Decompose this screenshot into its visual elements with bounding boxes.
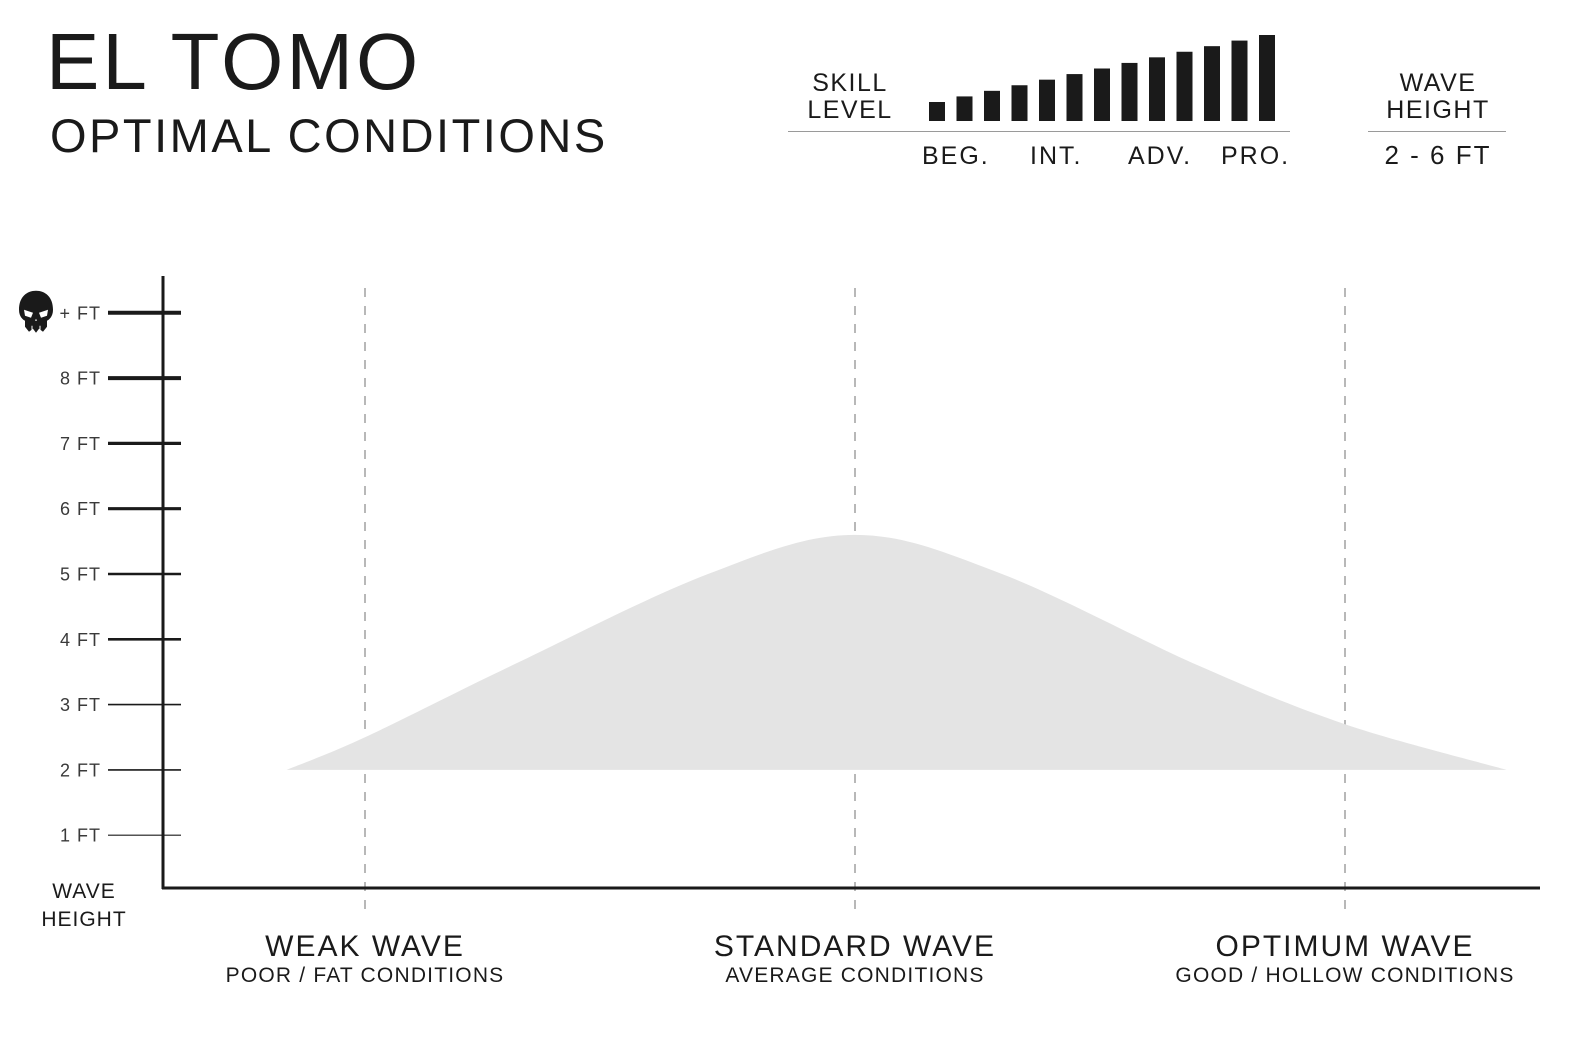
y-tick-label-3: 3 FT: [60, 695, 101, 715]
chart-subtitle: OPTIMAL CONDITIONS: [50, 109, 608, 162]
skill-bar-12: [1231, 40, 1248, 122]
skill-bar-5: [1039, 79, 1055, 121]
skill-bar-2: [956, 96, 973, 121]
y-tick-label-5: 5 FT: [60, 565, 101, 585]
skill-divider: [788, 131, 1290, 132]
skill-bar-4: [1011, 85, 1028, 121]
y-tick-label-8: 8 FT: [60, 369, 101, 389]
skill-tick-pro: PRO.: [1221, 142, 1291, 170]
y-tick-label-9: + FT: [59, 303, 101, 323]
y-tick-label-7: 7 FT: [60, 434, 101, 454]
skill-bar-1: [929, 102, 945, 121]
category-label-2: STANDARD WAVE AVERAGE CONDITIONS: [645, 930, 1065, 988]
skill-bar-3: [984, 90, 1000, 121]
skill-bar-9: [1149, 57, 1165, 121]
y-tick-label-1: 1 FT: [60, 826, 101, 846]
skill-bar-8: [1121, 62, 1138, 121]
category-label-1: WEAK WAVE POOR / FAT CONDITIONS: [155, 930, 575, 988]
y-tick-label-2: 2 FT: [60, 760, 101, 780]
y-tick-label-4: 4 FT: [60, 630, 101, 650]
skill-label-line2: LEVEL: [807, 96, 893, 124]
skill-bar-7: [1094, 68, 1110, 121]
skill-bar-13: [1259, 35, 1275, 121]
skill-bar-11: [1204, 46, 1220, 121]
wave-area: [286, 534, 1507, 770]
category-subtitle: GOOD / HOLLOW CONDITIONS: [1175, 964, 1515, 987]
skill-bar-10: [1176, 51, 1193, 121]
wave-height-range: 2 - 6 FT: [1384, 140, 1492, 170]
wave-height-label: WAVE HEIGHT: [1368, 70, 1508, 124]
category-label-3: OPTIMUM WAVE GOOD / HOLLOW CONDITIONS: [1135, 930, 1555, 988]
wave-height-label-line1: WAVE: [1399, 69, 1477, 97]
skill-bar-6: [1066, 74, 1083, 121]
category-subtitle: AVERAGE CONDITIONS: [725, 964, 985, 987]
skull-icon: [19, 290, 53, 333]
skill-level-label: SKILL LEVEL: [806, 70, 894, 124]
category-title: OPTIMUM WAVE: [1215, 930, 1475, 963]
wave-height-label-line2: HEIGHT: [1386, 96, 1490, 124]
skill-label-line1: SKILL: [812, 69, 888, 97]
y-axis-label: WAVE HEIGHT: [36, 878, 132, 934]
y-axis-label-line2: HEIGHT: [41, 908, 127, 931]
category-title: STANDARD WAVE: [713, 930, 997, 963]
category-title: WEAK WAVE: [265, 930, 465, 963]
wave-height-divider: [1368, 131, 1506, 132]
skill-tick-beg: BEG.: [922, 142, 990, 170]
y-tick-label-6: 6 FT: [60, 499, 101, 519]
skill-tick-adv: ADV.: [1128, 142, 1193, 170]
chart-title: EL TOMO: [46, 17, 422, 106]
category-subtitle: POOR / FAT CONDITIONS: [225, 964, 505, 987]
skill-tick-int: INT.: [1030, 142, 1083, 170]
y-axis-label-line1: WAVE: [52, 880, 116, 903]
